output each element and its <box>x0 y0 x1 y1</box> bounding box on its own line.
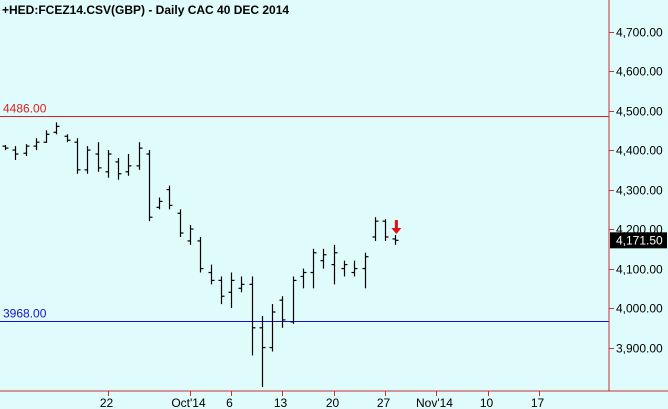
ohlc-bar <box>115 157 122 180</box>
sell-signal-arrow-icon <box>391 219 402 234</box>
ohlc-bar <box>372 217 379 241</box>
x-tick-label: 20 <box>326 396 340 409</box>
y-tick-label: 4,700.00 <box>616 26 663 40</box>
y-axis-ticks: 3,900.004,000.004,100.004,200.004,300.00… <box>609 26 663 356</box>
last-price-marker: 4,171.50 <box>610 232 667 249</box>
ohlc-bar <box>95 142 102 172</box>
x-tick-label: 27 <box>377 396 391 409</box>
ohlc-bar <box>331 244 338 285</box>
ohlc-bar <box>2 144 9 151</box>
ohlc-bar <box>218 276 225 305</box>
x-axis-ticks: 22 Oct'14 6 13 20 27 Nov'14 10 17 <box>100 391 545 409</box>
y-tick-label: 4,600.00 <box>616 65 663 79</box>
x-tick-label: 10 <box>480 396 494 409</box>
ohlc-bar <box>392 234 399 245</box>
ohlc-bar <box>136 142 143 170</box>
ohlc-bar <box>187 225 194 245</box>
ohlc-bar <box>64 134 71 143</box>
horizontal-lines: 4486.00 3968.00 <box>0 102 609 322</box>
ohlc-bar <box>300 268 307 289</box>
ohlc-bar <box>12 146 19 160</box>
ohlc-bar <box>208 264 215 285</box>
y-tick-label: 3,900.00 <box>616 342 663 356</box>
ohlc-bar <box>125 154 132 176</box>
last-price-box <box>610 232 667 249</box>
x-tick-label: Nov'14 <box>416 396 453 409</box>
y-tick-label: 4,100.00 <box>616 263 663 277</box>
y-tick-label: 4,000.00 <box>616 302 663 316</box>
ohlc-bar <box>320 248 327 269</box>
ohlc-bar <box>197 236 204 273</box>
ohlc-bar <box>228 272 235 309</box>
ohlc-bar <box>351 260 358 277</box>
ohlc-bar <box>341 260 348 277</box>
ohlc-bar <box>166 185 173 210</box>
y-tick-label: 4,500.00 <box>616 105 663 119</box>
ohlc-bar <box>177 209 184 237</box>
ohlc-bar <box>23 144 30 157</box>
ohlc-bar <box>53 122 60 135</box>
ohlc-bar <box>382 219 389 241</box>
ohlc-bar <box>33 138 40 151</box>
x-tick-label: 22 <box>100 396 114 409</box>
ohlc-bar <box>249 276 256 356</box>
ohlc-bar <box>74 138 81 174</box>
signal-arrow-group <box>391 219 402 234</box>
ohlc-bar <box>238 276 245 293</box>
chart-title: +HED:FCEZ14.CSV(GBP) - Daily CAC 40 DEC … <box>2 3 289 17</box>
ohlc-bar <box>156 197 163 210</box>
last-price-label: 4,171.50 <box>616 233 663 247</box>
x-tick-label: 17 <box>531 396 545 409</box>
ohlc-bars <box>2 122 399 388</box>
ohlc-bar <box>362 252 369 289</box>
x-tick-label: 6 <box>226 396 233 409</box>
ohlc-bar <box>146 150 153 222</box>
x-tick-label: 13 <box>274 396 288 409</box>
ohlc-bar <box>105 150 112 178</box>
x-tick-label: Oct'14 <box>171 396 206 409</box>
ohlc-bar <box>279 296 286 328</box>
y-tick-label: 4,300.00 <box>616 184 663 198</box>
y-tick-label: 4,400.00 <box>616 144 663 158</box>
ohlc-bar <box>290 276 297 324</box>
ohlc-bar <box>259 315 266 388</box>
ohlc-bar <box>269 304 276 352</box>
ohlc-bar <box>84 146 91 174</box>
ohlc-bar <box>43 130 50 143</box>
ohlc-bar <box>310 248 317 289</box>
reference-line-label: 4486.00 <box>3 102 47 116</box>
reference-line-label: 3968.00 <box>3 307 47 321</box>
